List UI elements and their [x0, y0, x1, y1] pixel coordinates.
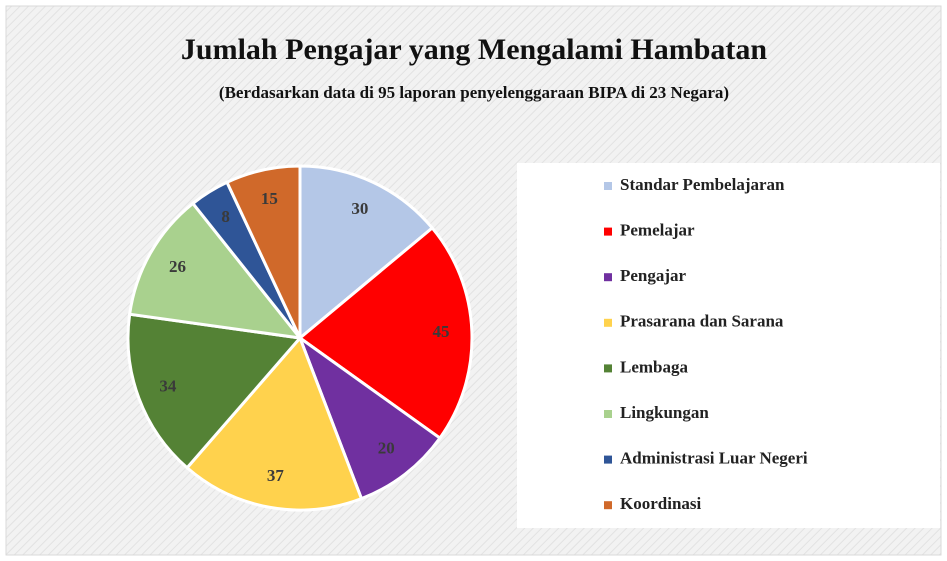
legend-marker	[604, 364, 612, 373]
legend-marker	[604, 410, 612, 418]
legend-marker	[604, 182, 612, 190]
legend-marker	[604, 227, 612, 236]
chart-title: Jumlah Pengajar yang Mengalami Hambatan	[181, 33, 767, 66]
legend-label: Pengajar	[620, 266, 687, 285]
pie-slice	[296, 333, 442, 501]
legend-label: Lingkungan	[620, 403, 709, 422]
legend-box	[517, 163, 940, 528]
pie-slice	[224, 164, 302, 339]
data-label: 8	[221, 207, 230, 226]
pie-slice	[298, 164, 435, 342]
legend-marker	[604, 455, 612, 464]
data-label: 34	[159, 376, 177, 395]
data-label: 37	[267, 466, 285, 485]
legend-label: Standar Pembelajaran	[620, 175, 785, 194]
pie-slice	[184, 335, 364, 512]
legend-label: Pemelajar	[620, 221, 695, 240]
legend-marker	[604, 318, 612, 327]
data-label: 15	[261, 189, 278, 208]
legend-label: Prasarana dan Sarana	[620, 312, 784, 331]
legend-label: Koordinasi	[620, 494, 702, 513]
pie-slice	[297, 225, 474, 441]
legend-label: Administrasi Luar Negeri	[620, 449, 808, 468]
data-label: 20	[378, 439, 395, 458]
data-label: 26	[169, 257, 186, 276]
pie-slice	[126, 312, 303, 470]
legend-marker	[604, 501, 612, 510]
legend-label: Lembaga	[620, 357, 689, 376]
legend-marker	[604, 273, 612, 282]
data-label: 45	[432, 322, 449, 341]
chart-subtitle: (Berdasarkan data di 95 laporan penyelen…	[219, 83, 729, 102]
pie-slice	[127, 201, 304, 341]
data-label: 30	[351, 199, 368, 218]
